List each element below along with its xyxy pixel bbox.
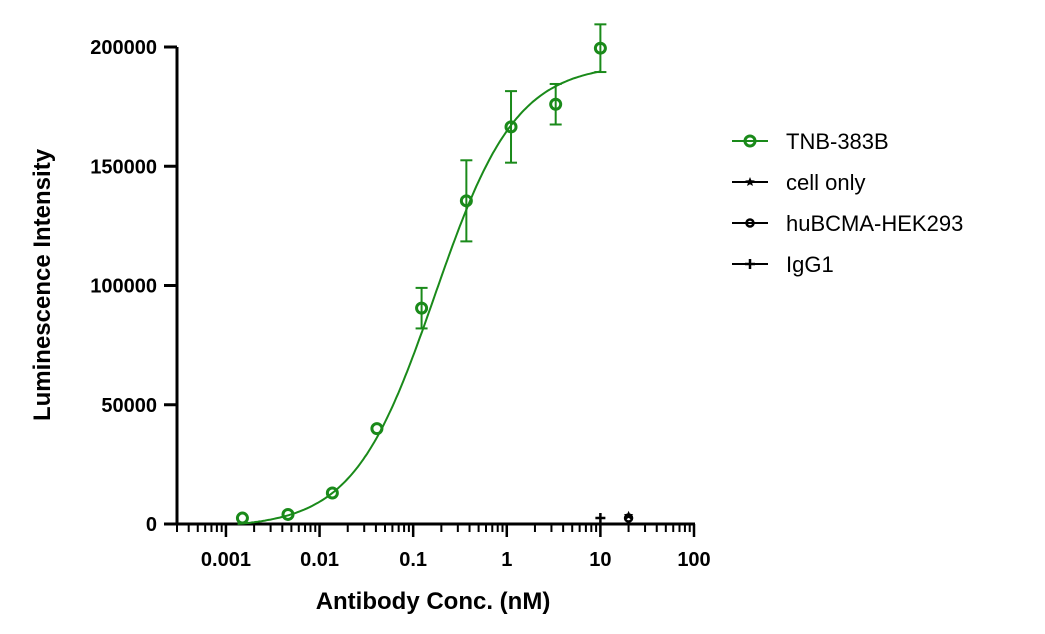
- legend-label: huBCMA-HEK293: [786, 211, 963, 236]
- legend-label: IgG1: [786, 252, 834, 277]
- x-tick-label: 0.01: [300, 549, 339, 571]
- data-point: [325, 486, 339, 500]
- data-point: [235, 511, 249, 525]
- legend: TNB-383B cell only huBCMA-HEK293 IgG1: [732, 129, 963, 277]
- y-tick-label: 0: [146, 514, 157, 536]
- x-tick-label: 1: [501, 549, 512, 571]
- x-axis-title: Antibody Conc. (nM): [316, 588, 551, 615]
- legend-label: cell only: [786, 170, 865, 195]
- legend-marker: [745, 218, 755, 228]
- y-tick-label: 100000: [90, 276, 157, 298]
- data-point: [459, 194, 473, 208]
- legend-marker: [745, 259, 755, 269]
- fit-curve: [237, 70, 601, 525]
- data-point: [504, 120, 518, 134]
- legend-label: TNB-383B: [786, 129, 889, 154]
- x-tick-label: 0.001: [201, 549, 251, 571]
- axes: 0 50000 100000 150000 200000 0.001 0.01 0.1 1 10 1…: [90, 37, 710, 571]
- y-axis-title: Luminescence Intensity: [29, 148, 56, 421]
- data-point: [549, 97, 563, 111]
- data-point: [281, 507, 295, 521]
- y-tick-label: 200000: [90, 37, 157, 59]
- y-tick-label: 150000: [90, 156, 157, 178]
- legend-marker: [745, 177, 755, 186]
- y-tick-label: 50000: [101, 395, 157, 417]
- data-point: [370, 422, 384, 436]
- x-tick-label: 0.1: [399, 549, 427, 571]
- data-point: [623, 513, 634, 523]
- data-point: [595, 513, 606, 524]
- fit-curve-layer: [237, 70, 601, 525]
- data-point: [415, 301, 429, 315]
- data-point: [593, 41, 607, 55]
- x-tick-label: 10: [589, 549, 611, 571]
- x-tick-label: 100: [677, 549, 710, 571]
- data-marks-layer: [235, 23, 634, 525]
- legend-marker: [743, 134, 757, 148]
